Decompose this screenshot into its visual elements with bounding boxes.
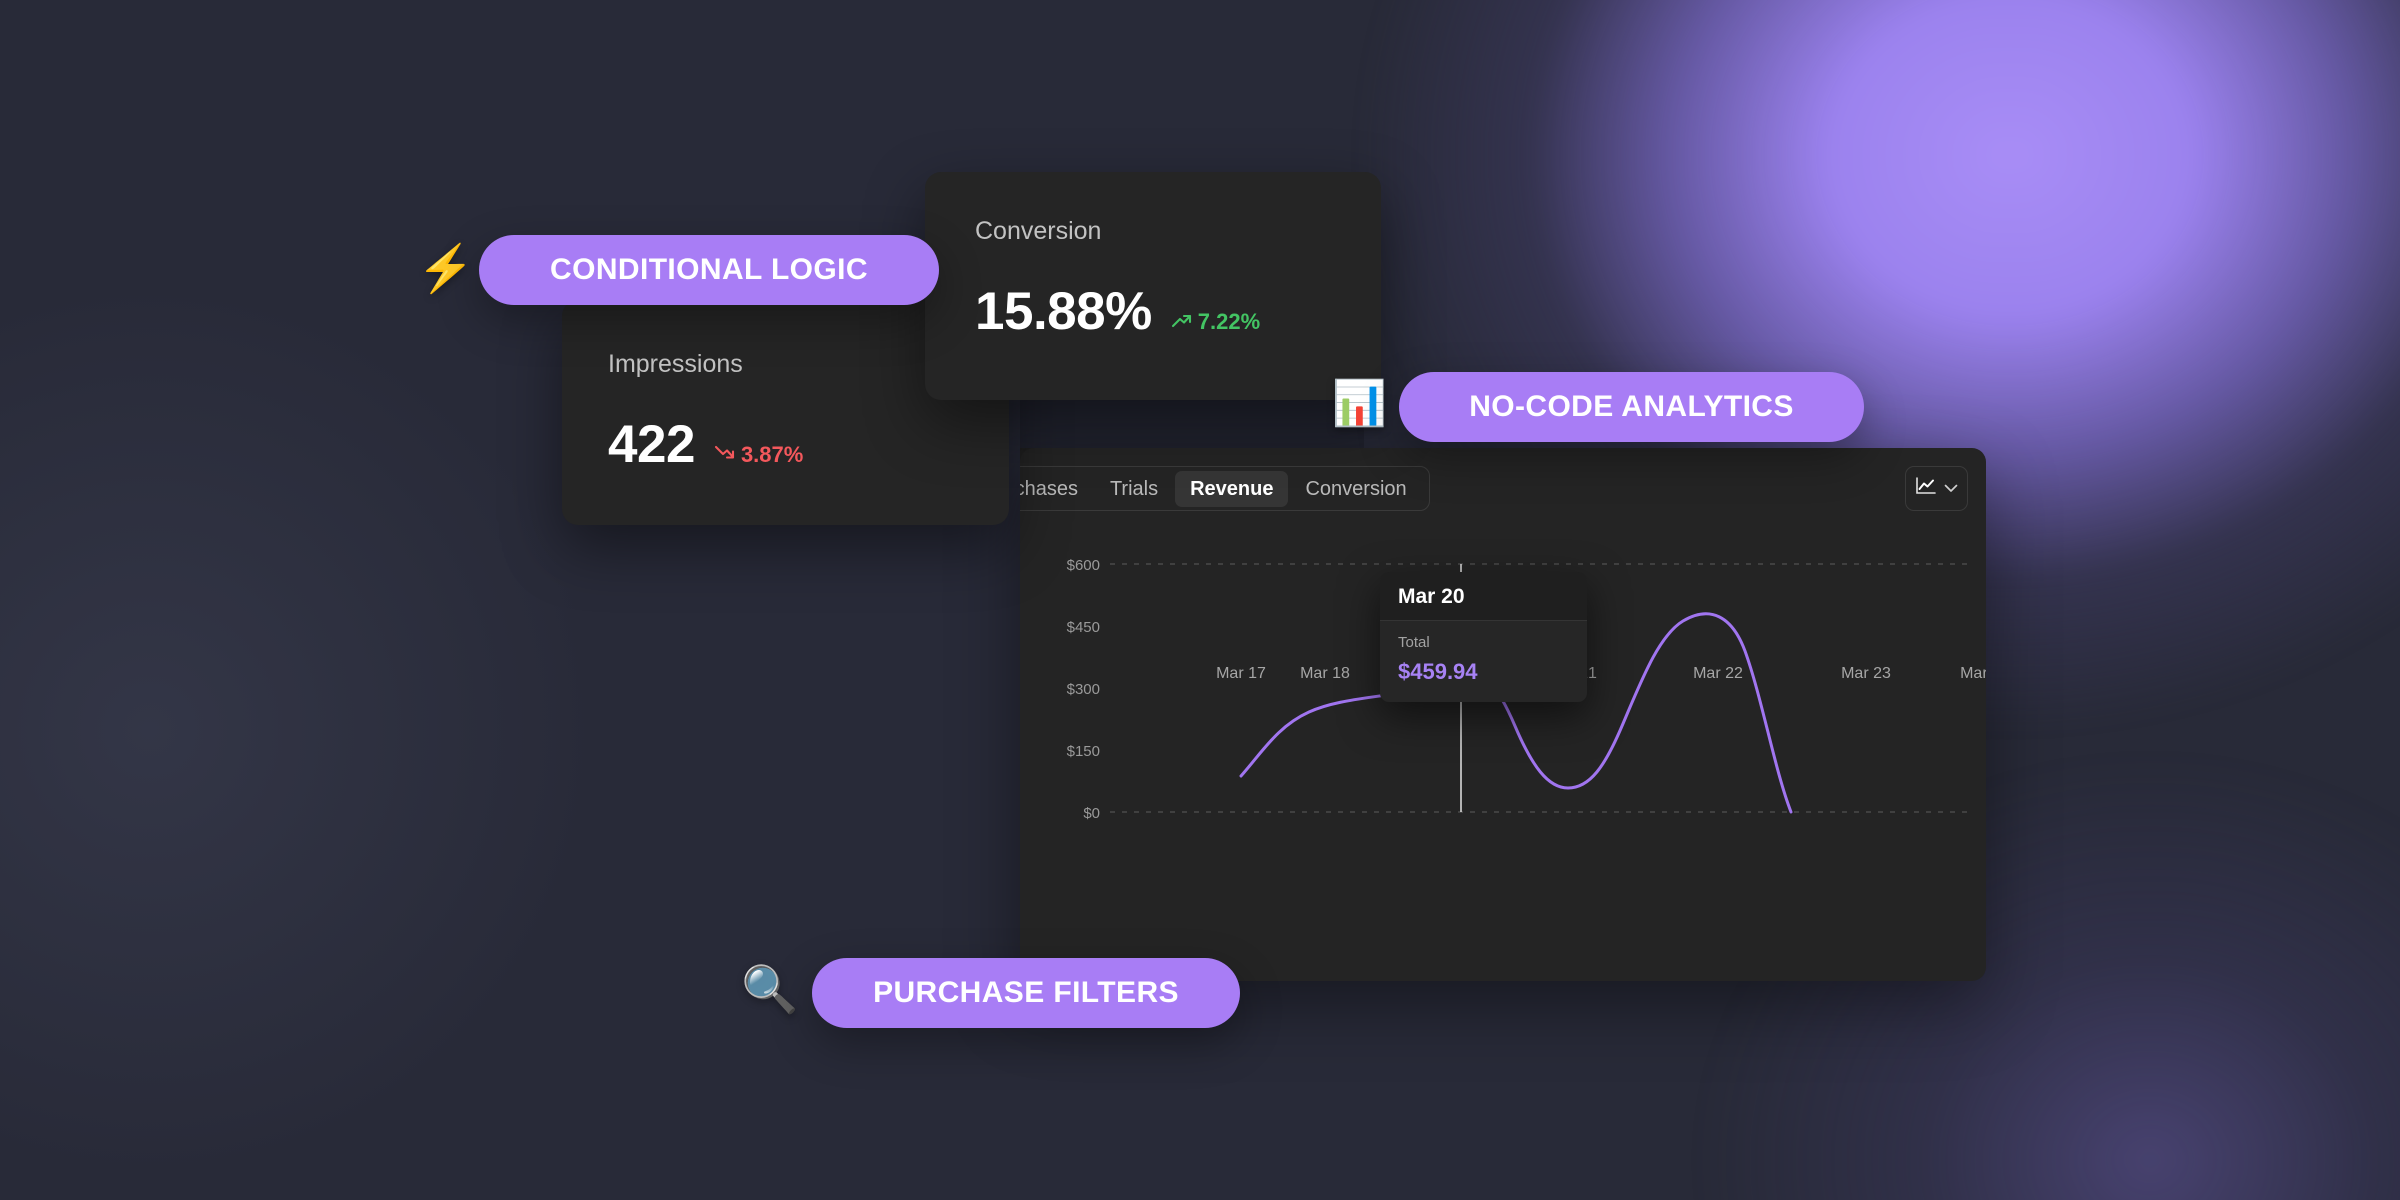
ytick-600: $600 bbox=[1066, 557, 1100, 574]
metric-tabbar: ws Purchases Trials Revenue Conversion bbox=[1020, 466, 1430, 511]
chart-type-selector-button[interactable] bbox=[1905, 466, 1968, 511]
analytics-dashboard-panel: ws Purchases Trials Revenue Conversion bbox=[1020, 448, 1986, 981]
tab-purchases[interactable]: Purchases bbox=[1020, 477, 1078, 500]
conversion-delta-text: 7.22% bbox=[1197, 309, 1261, 334]
chart-hover-tooltip: Mar 20 Total $459.94 bbox=[1380, 572, 1587, 702]
revenue-line-series bbox=[1239, 612, 1793, 814]
tooltip-body: Total $459.94 bbox=[1380, 621, 1587, 702]
ytick-450: $450 bbox=[1066, 619, 1100, 636]
impressions-value: 422 bbox=[608, 415, 695, 474]
feature-pill-nocode-analytics[interactable]: NO-CODE ANALYTICS bbox=[1399, 372, 1864, 442]
tooltip-date: Mar 20 bbox=[1380, 572, 1587, 621]
background-glow-left bbox=[0, 280, 600, 1180]
conversion-value: 15.88% bbox=[975, 282, 1152, 341]
xtick-mar-24: Mar 24 bbox=[1960, 665, 1986, 682]
xtick-mar-18: Mar 18 bbox=[1300, 665, 1350, 682]
line-chart-icon bbox=[1915, 476, 1937, 501]
arrow-trend-down-icon bbox=[714, 444, 736, 466]
feature-pill-nocode-analytics-label: NO-CODE ANALYTICS bbox=[1469, 390, 1794, 423]
impressions-value-row: 422 3.87% bbox=[608, 418, 803, 471]
impressions-title: Impressions bbox=[608, 350, 743, 378]
arrow-trend-up-icon bbox=[1171, 311, 1193, 333]
xtick-mar-22: Mar 22 bbox=[1693, 665, 1743, 682]
xtick-mar-17: Mar 17 bbox=[1216, 665, 1266, 682]
xtick-mar-23: Mar 23 bbox=[1841, 665, 1891, 682]
tooltip-metric-value: $459.94 bbox=[1398, 659, 1478, 684]
feature-pill-purchase-filters-label: PURCHASE FILTERS bbox=[873, 976, 1179, 1009]
metric-card-conversion: Conversion 15.88% 7.22% bbox=[925, 172, 1381, 400]
ytick-150: $150 bbox=[1066, 743, 1100, 760]
tooltip-metric-label: Total bbox=[1398, 634, 1430, 651]
tab-revenue[interactable]: Revenue bbox=[1175, 470, 1289, 507]
magnifying-glass-icon: 🔍 bbox=[741, 963, 799, 1015]
ytick-0: $0 bbox=[1083, 805, 1100, 822]
feature-pill-conditional-logic[interactable]: CONDITIONAL LOGIC bbox=[479, 235, 939, 305]
impressions-delta-text: 3.87% bbox=[740, 442, 804, 467]
tab-trials[interactable]: Trials bbox=[1109, 477, 1159, 500]
lightning-bolt-icon: ⚡ bbox=[417, 242, 475, 294]
conversion-title: Conversion bbox=[975, 217, 1102, 245]
background-strip-search bbox=[1020, 396, 1364, 448]
chevron-down-icon bbox=[1944, 480, 1958, 498]
tab-conversion[interactable]: Conversion bbox=[1305, 477, 1407, 500]
feature-pill-conditional-logic-label: CONDITIONAL LOGIC bbox=[550, 253, 868, 286]
conversion-value-row: 15.88% 7.22% bbox=[975, 285, 1260, 338]
bar-chart-icon: 📊 bbox=[1332, 379, 1387, 428]
dashboard-header: ws Purchases Trials Revenue Conversion bbox=[1020, 448, 1986, 526]
impressions-delta: 3.87% bbox=[714, 444, 803, 466]
feature-pill-purchase-filters[interactable]: PURCHASE FILTERS bbox=[812, 958, 1240, 1028]
conversion-delta: 7.22% bbox=[1171, 311, 1260, 333]
ytick-300: $300 bbox=[1066, 681, 1100, 698]
